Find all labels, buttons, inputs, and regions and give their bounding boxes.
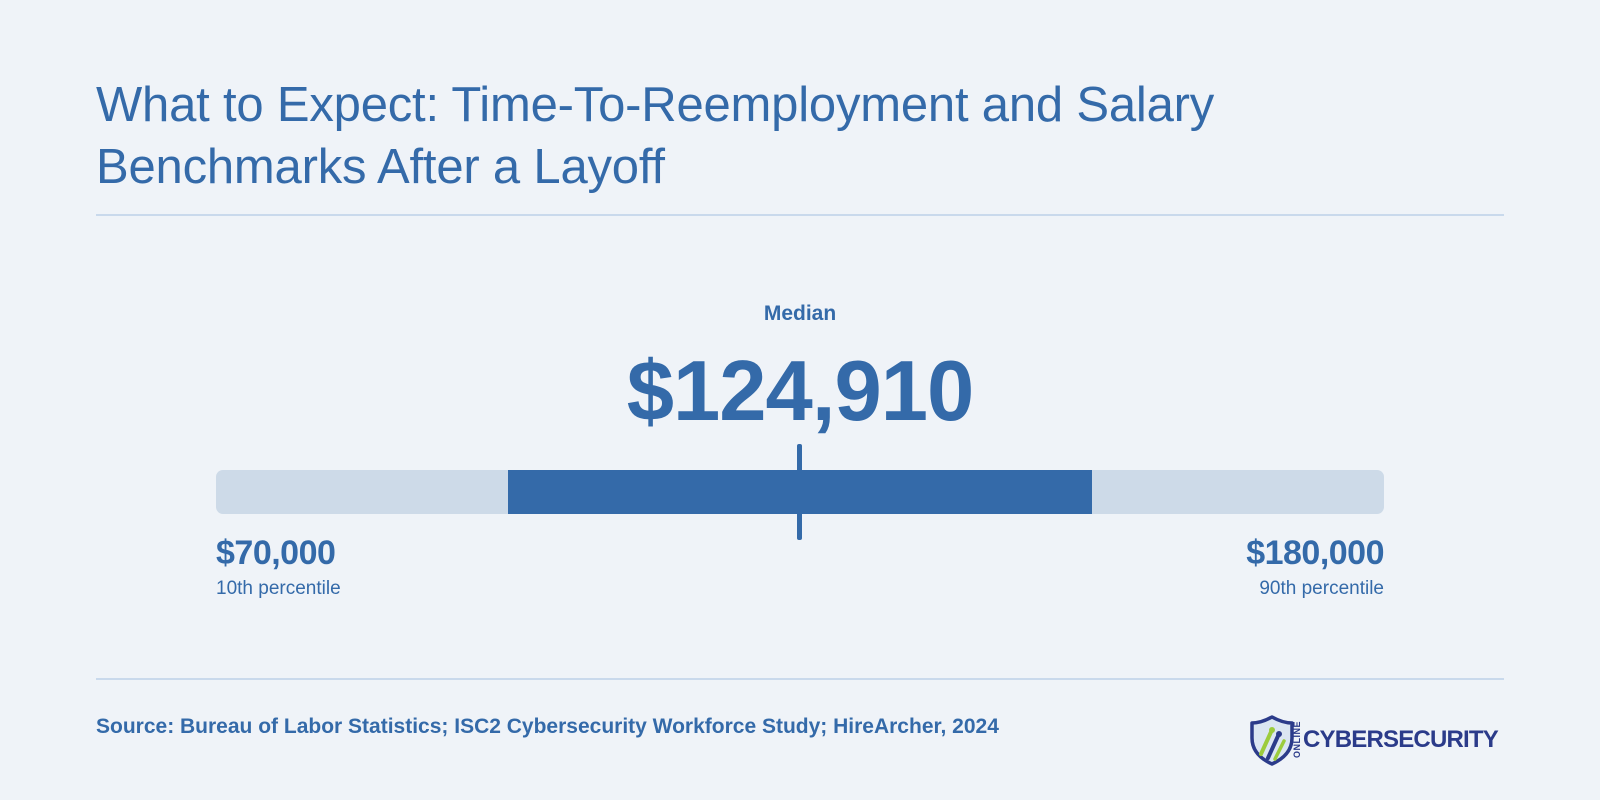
median-label: Median — [763, 302, 837, 325]
high-percentile-caption: 90th percentile — [1259, 578, 1384, 599]
high-percentile-value: $180,000 — [1246, 534, 1384, 572]
bottom-divider — [96, 678, 1504, 680]
median-value: $124,910 — [626, 344, 975, 439]
high-percentile-label: $180,000 90th percentile — [1064, 532, 1384, 602]
low-percentile-label: $70,000 10th percentile — [216, 532, 536, 602]
low-percentile-caption: 10th percentile — [216, 578, 341, 599]
logo-online-text: ONLINE — [1292, 721, 1302, 759]
top-divider — [96, 214, 1504, 216]
median-marker — [797, 444, 802, 540]
logo-wordmark: CYBERSECURITY — [1303, 726, 1499, 753]
low-percentile-value: $70,000 — [216, 534, 336, 572]
source-note: Source: Bureau of Labor Statistics; ISC2… — [96, 715, 999, 738]
online-cybersecurity-logo: ONLINE CYBERSECURITY — [1248, 712, 1499, 768]
page-title: What to Expect: Time-To-Reemployment and… — [96, 78, 1215, 194]
shield-icon — [1250, 715, 1294, 766]
